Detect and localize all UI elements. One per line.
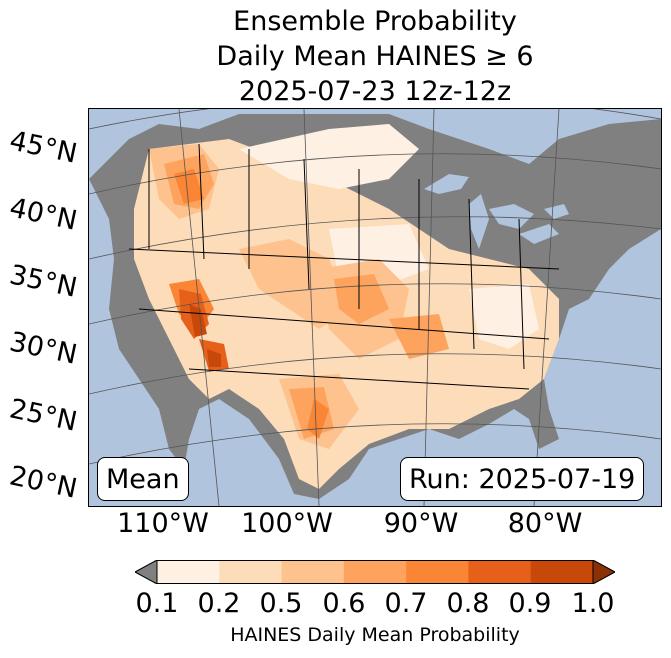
colorbar-segment [343, 560, 407, 584]
title-line-2: Daily Mean HAINES ≥ 6 [216, 41, 534, 72]
colorbar-label: HAINES Daily Mean Probability [230, 624, 520, 646]
great-lakes [424, 174, 569, 249]
colorbar-segment [157, 560, 220, 584]
graticule [89, 109, 661, 506]
cbar-tick-3: 0.6 [322, 588, 366, 619]
lat-label-40: 40°N [6, 192, 80, 237]
cbar-tick-0: 0.1 [135, 588, 179, 619]
colorbar-segment [281, 560, 345, 584]
lat-label-35: 35°N [6, 259, 80, 304]
colorbar-frame [156, 560, 594, 584]
lon-label-90: 90°W [383, 508, 459, 539]
lat-label-20: 20°N [6, 460, 80, 505]
cbar-tick-4: 0.7 [384, 588, 428, 619]
lon-label-100: 100°W [241, 508, 333, 539]
lat-label-25: 25°N [6, 393, 80, 438]
cbar-tick-1: 0.2 [197, 588, 241, 619]
cbar-tick-5: 0.8 [446, 588, 490, 619]
stat-label-box: Mean [97, 457, 189, 501]
lat-label-45: 45°N [6, 125, 80, 170]
colorbar [135, 560, 615, 584]
colorbar-segment [219, 560, 283, 584]
colorbar-segment [530, 560, 594, 584]
colorbar-under-arrow [135, 560, 158, 584]
run-label-box: Run: 2025-07-19 [400, 457, 645, 501]
colorbar-segment [406, 560, 469, 584]
cbar-tick-6: 0.9 [508, 588, 552, 619]
colorbar-over-arrow [592, 560, 615, 584]
probability-patches [134, 124, 559, 489]
title-line-3: 2025-07-23 12z-12z [238, 76, 512, 107]
colorbar-segment [468, 560, 532, 584]
map-canvas [89, 109, 661, 506]
cbar-tick-2: 0.5 [259, 588, 303, 619]
lon-label-80: 80°W [507, 508, 583, 539]
title-line-1: Ensemble Probability [233, 6, 517, 37]
lat-label-30: 30°N [6, 326, 80, 371]
state-borders [128, 143, 560, 390]
colorbar-segments [157, 560, 594, 584]
lon-label-110: 110°W [117, 508, 209, 539]
cbar-tick-7: 1.0 [571, 588, 615, 619]
map-panel [88, 108, 662, 507]
